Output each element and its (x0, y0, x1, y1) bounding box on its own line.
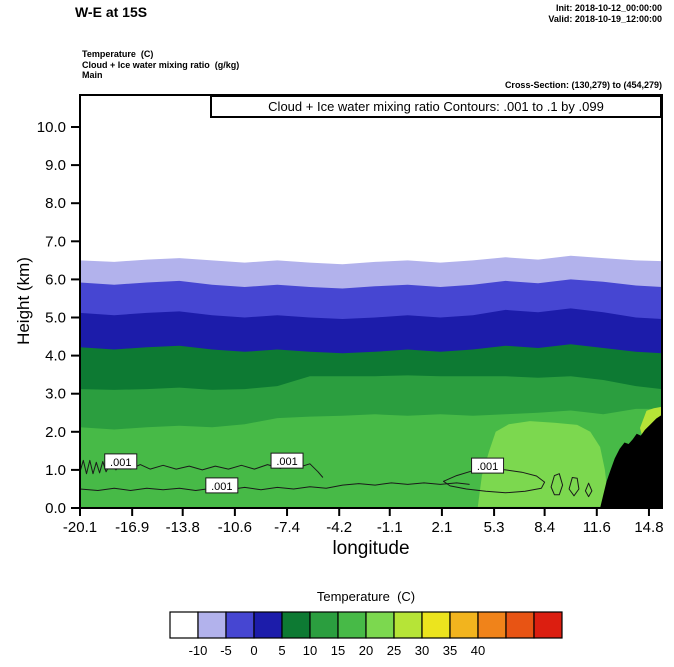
y-tick-label: 10.0 (37, 119, 66, 136)
cloud-contour-5 (584, 482, 593, 498)
page-title: W-E at 15S (75, 4, 148, 20)
colorbar-cell (477, 611, 507, 639)
y-tick-label: 1.0 (45, 462, 66, 479)
field-cloud-ice: Cloud + Ice water mixing ratio (g/kg) (82, 59, 240, 70)
colorbar-tick-label: 25 (387, 643, 401, 658)
x-tick-label: -16.9 (115, 519, 149, 536)
y-tick-label: 8.0 (45, 195, 66, 212)
y-tick-label: 7.0 (45, 233, 66, 250)
cloud-contour-4 (568, 477, 580, 497)
temp-patch-20-to-25-C (477, 421, 609, 507)
colorbar-cell (421, 611, 451, 639)
x-tick-label: -1.1 (377, 519, 403, 536)
colorbar-tick-label: -10 (189, 643, 208, 658)
contour-label: .001 (110, 457, 131, 469)
colorbar-cell (169, 611, 199, 639)
colorbar-tick-label: 40 (471, 643, 485, 658)
contour-label-box (270, 452, 304, 469)
colorbar-cell (225, 611, 255, 639)
colorbar-cell (337, 611, 367, 639)
y-tick-label: 9.0 (45, 157, 66, 174)
y-tick-label: 6.0 (45, 271, 66, 288)
plot-area: .001 .001 .001 .001 (80, 95, 662, 508)
run-times: Init: 2018-10-12_00:00:00 Valid: 2018-10… (548, 3, 662, 25)
cloud-contour-3 (550, 473, 564, 496)
x-tick-label: -4.2 (326, 519, 352, 536)
field-list: Temperature (C) Cloud + Ice water mixing… (82, 49, 239, 81)
colorbar-tick-label: 35 (443, 643, 457, 658)
contour-label-box (104, 453, 138, 470)
x-tick-label: -13.8 (166, 519, 200, 536)
valid-time: Valid: 2018-10-19_12:00:00 (548, 14, 662, 24)
cloud-contour-1 (80, 482, 470, 491)
x-tick-label: -7.4 (274, 519, 300, 536)
colorbar-cell (393, 611, 423, 639)
x-axis-label: longitude (332, 538, 410, 559)
contour-label: .001 (276, 456, 297, 468)
colorbar-cell (281, 611, 311, 639)
colorbar-tick-label: 20 (359, 643, 373, 658)
x-tick-label: 11.6 (583, 519, 611, 536)
field-temperature: Temperature (C) (82, 49, 154, 59)
terrain-silhouette (600, 414, 662, 508)
colorbar-tick-label: 15 (331, 643, 345, 658)
contour-label-box (205, 477, 239, 494)
contour-label-box (471, 457, 505, 474)
x-tick-label: 5.3 (484, 519, 505, 536)
y-axis-label: Height (km) (14, 257, 33, 345)
field-main: Main (82, 70, 103, 80)
y-tick-label: 4.0 (45, 348, 66, 365)
colorbar-tick-label: 30 (415, 643, 429, 658)
x-tick-label: 8.4 (534, 519, 555, 536)
x-tick-label: 2.1 (431, 519, 452, 536)
x-tick-label: 14.8 (634, 519, 663, 536)
colorbar-cell (197, 611, 227, 639)
colorbar-cell (365, 611, 395, 639)
x-tick-label: -10.6 (218, 519, 252, 536)
y-tick-label: 3.0 (45, 386, 66, 403)
y-tick-label: 2.0 (45, 424, 66, 441)
y-tick-label: 5.0 (45, 310, 66, 327)
contour-label: .001 (477, 461, 498, 473)
colorbar-tick-label: 10 (303, 643, 317, 658)
colorbar-title: Temperature (C) (316, 589, 416, 604)
x-tick-label: -20.1 (63, 519, 97, 536)
colorbar-cell (253, 611, 283, 639)
colorbar-cell (309, 611, 339, 639)
colorbar-tick-label: -5 (220, 643, 232, 658)
init-time: Init: 2018-10-12_00:00:00 (555, 3, 662, 13)
colorbar-tick-label: 0 (250, 643, 257, 658)
colorbar-cell (533, 611, 563, 639)
colorbar-tick-label: 5 (278, 643, 285, 658)
colorbar-cell (505, 611, 535, 639)
contour-label: .001 (211, 481, 232, 493)
cross-section-coords: Cross-Section: (130,279) to (454,279) (504, 80, 662, 90)
y-tick-label: 0.0 (45, 500, 66, 517)
contour-note: Cloud + Ice water mixing ratio Contours:… (210, 95, 662, 118)
colorbar-cell (449, 611, 479, 639)
